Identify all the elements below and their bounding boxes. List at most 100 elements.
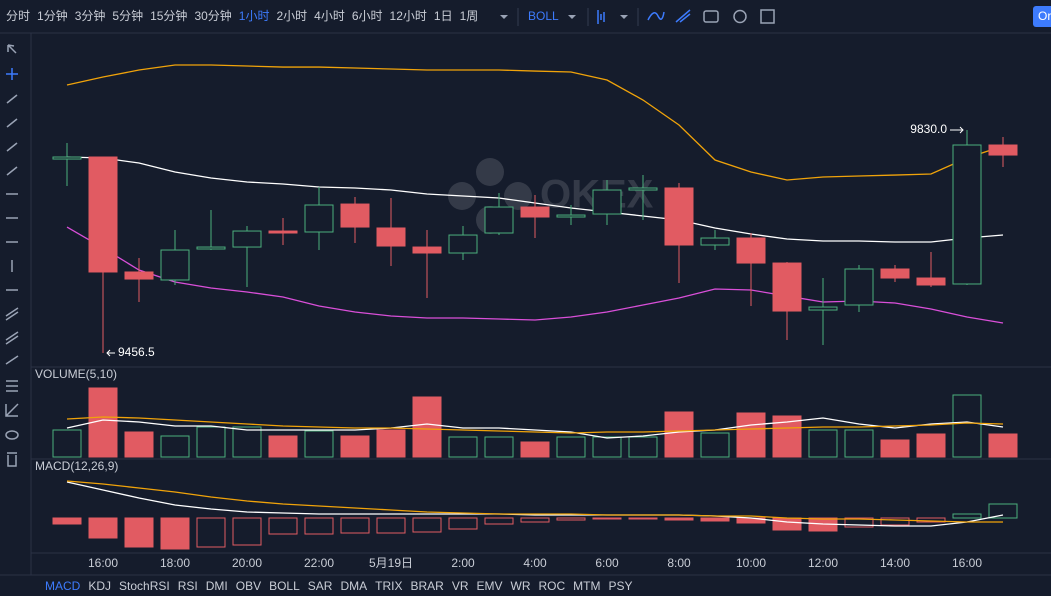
parallel-tool[interactable]	[5, 307, 19, 321]
screenshot-button[interactable]	[703, 10, 719, 23]
volume-bar	[880, 439, 910, 458]
interval-tab[interactable]: 1日	[434, 9, 453, 23]
indicator-tab[interactable]: EMV	[476, 579, 502, 593]
interval-tab[interactable]: 1小时	[239, 9, 270, 23]
gann-tool[interactable]	[5, 355, 19, 365]
interval-tab[interactable]: 3分钟	[75, 8, 106, 23]
candle-body	[376, 227, 406, 247]
volume-bar	[592, 436, 622, 458]
macd-bar	[340, 517, 370, 534]
visibility-tool[interactable]	[5, 430, 19, 440]
fullscreen-button[interactable]	[760, 9, 775, 24]
candle-body	[520, 206, 550, 218]
interval-tab[interactable]: 4小时	[314, 9, 345, 23]
volume-bar	[232, 426, 262, 458]
x-tick-label: 18:00	[160, 556, 190, 570]
macd-bar	[844, 517, 874, 528]
candle-body	[880, 268, 910, 279]
interval-tab[interactable]: 1分钟	[37, 8, 68, 23]
indicator-tab[interactable]: RSI	[178, 579, 198, 593]
volume-bar	[340, 435, 370, 458]
indicator-tab[interactable]: OBV	[236, 579, 261, 593]
interval-tab[interactable]: 6小时	[352, 9, 383, 23]
macd-bar	[160, 517, 190, 550]
interval-tab[interactable]: 12小时	[390, 9, 427, 23]
pane-title: VOLUME(5,10)	[35, 367, 117, 381]
candle-body	[700, 237, 730, 246]
macd-line	[66, 481, 1004, 527]
arrow-tool[interactable]	[6, 166, 18, 176]
volume-bar	[952, 394, 982, 458]
indicator-tab[interactable]: VR	[452, 579, 469, 593]
separator	[517, 8, 639, 26]
indicator-tab[interactable]: KDJ	[88, 579, 111, 593]
candle-body	[88, 156, 118, 273]
indicator-tab[interactable]: SAR	[308, 579, 333, 593]
x-tick-label: 2:00	[451, 556, 475, 570]
candle-body	[340, 203, 370, 228]
corner-button[interactable]	[1033, 6, 1051, 27]
interval-tab[interactable]: 5分钟	[112, 8, 143, 23]
macd-bar	[52, 517, 82, 525]
indicator-label[interactable]: BOLL	[528, 9, 559, 23]
candle-body	[448, 234, 478, 254]
indicator-tab[interactable]: WR	[511, 579, 531, 593]
volume-bar	[664, 411, 694, 458]
interval-tab[interactable]: 2小时	[276, 9, 307, 23]
interval-tab[interactable]: 分时	[6, 9, 30, 23]
indicator-tab[interactable]: TRIX	[375, 579, 402, 593]
macd-bar	[988, 503, 1018, 519]
ray-tool[interactable]	[6, 118, 18, 128]
candle-body	[772, 262, 802, 312]
volume-bar	[124, 431, 154, 458]
indicator-tab[interactable]: BOLL	[269, 579, 300, 593]
x-tick-label: 16:00	[88, 556, 118, 570]
volume-bar	[160, 435, 190, 458]
volume-bar	[988, 433, 1018, 458]
candle-body	[484, 206, 514, 234]
indicator-tab[interactable]: MACD	[45, 579, 81, 593]
volume-bar	[412, 396, 442, 458]
indicator-tab[interactable]: DMA	[340, 579, 367, 593]
macd-bar	[88, 517, 118, 539]
indicator-tab[interactable]: BRAR	[410, 579, 444, 593]
fib-levels-tool[interactable]	[6, 380, 18, 392]
settings-button[interactable]	[733, 9, 747, 24]
measure-tool[interactable]	[5, 403, 19, 417]
interval-tab[interactable]: 30分钟	[194, 8, 231, 23]
x-tick-label: 22:00	[304, 556, 334, 570]
corner-button-label[interactable]: Or	[1038, 9, 1051, 23]
macd-bar	[232, 517, 262, 546]
price-annotation: 9456.5	[118, 345, 155, 359]
cursor-tool[interactable]	[7, 44, 17, 54]
draw-button[interactable]	[675, 9, 691, 23]
candle-body	[304, 204, 334, 233]
volume-bar	[736, 412, 766, 458]
indicator-tab[interactable]: ROC	[539, 579, 566, 593]
crosshair-tool[interactable]	[6, 68, 18, 80]
fib-tool[interactable]	[5, 331, 19, 345]
x-tick-label: 20:00	[232, 556, 262, 570]
indicator-tab[interactable]: StochRSI	[119, 579, 170, 593]
volume-bar	[268, 435, 298, 458]
candle-body	[556, 214, 586, 218]
x-tick-label: 6:00	[595, 556, 619, 570]
candle-body	[592, 189, 622, 215]
candle-body	[232, 230, 262, 248]
interval-tab[interactable]: 1周	[460, 9, 479, 23]
indicator-tab[interactable]: MTM	[573, 579, 600, 593]
interval-tab[interactable]: 15分钟	[150, 8, 187, 23]
macd-bar	[556, 517, 586, 521]
indicator-button[interactable]	[647, 11, 665, 21]
volume-ma-line	[66, 416, 1004, 434]
candle-body	[736, 237, 766, 264]
candle-type-button[interactable]	[597, 10, 605, 24]
indicator-tab[interactable]: PSY	[609, 579, 633, 593]
macd-bar	[880, 517, 910, 526]
delete-tool[interactable]	[7, 452, 17, 467]
line-tool[interactable]	[6, 94, 18, 104]
ext-line-tool[interactable]	[6, 142, 18, 152]
indicator-tab[interactable]: DMI	[206, 579, 228, 593]
